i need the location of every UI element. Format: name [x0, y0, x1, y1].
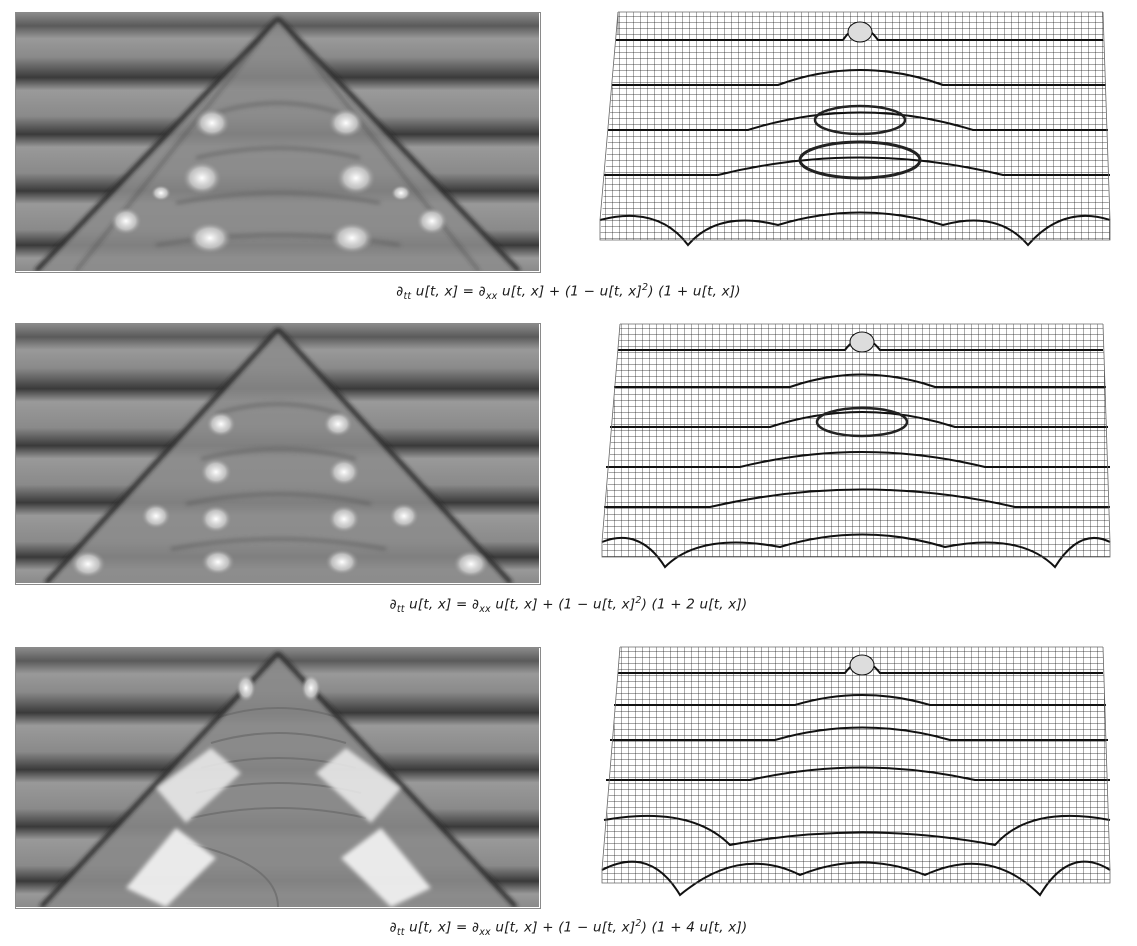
lhs-term: u[t, x] = [404, 919, 473, 936]
surface-plot-1 [599, 11, 1111, 247]
superscript-2: 2 [641, 282, 649, 293]
subscript-tt: tt [396, 927, 405, 939]
partial-symbol: ∂ [389, 919, 397, 936]
rhs-tail: ) (1 + u[t, x]) [648, 283, 741, 300]
equation-caption-2: ∂tt u[t, x] = ∂xx u[t, x] + (1 − u[t, x]… [0, 595, 1137, 615]
density-plot-1 [15, 12, 541, 273]
subscript-tt: tt [403, 291, 412, 303]
density-plot-2 [15, 323, 541, 585]
mesh-surface-image [601, 646, 1111, 897]
superscript-2: 2 [635, 595, 642, 606]
equation-caption-1: ∂tt u[t, x] = ∂xx u[t, x] + (1 − u[t, x]… [0, 282, 1137, 302]
mesh-surface-image [599, 11, 1111, 247]
surface-plot-3 [601, 646, 1111, 897]
mesh-surface-image [601, 323, 1111, 569]
partial-symbol: ∂ [478, 283, 486, 300]
lhs-term: u[t, x] = [404, 596, 473, 613]
subscript-xx: xx [485, 291, 498, 303]
density-plot-image [16, 648, 539, 907]
rhs-term: u[t, x] + (1 − u[t, x] [490, 919, 636, 936]
surface-plot-2 [601, 323, 1111, 569]
density-plot-image [16, 324, 539, 583]
density-plot-image [16, 13, 539, 271]
lhs-term: u[t, x] = [411, 283, 479, 300]
rhs-tail: ) (1 + 4 u[t, x]) [641, 919, 748, 936]
partial-symbol: ∂ [389, 596, 397, 613]
subscript-tt: tt [396, 604, 405, 616]
subscript-xx: xx [479, 927, 491, 939]
density-plot-3 [15, 647, 541, 909]
rhs-term: u[t, x] + (1 − u[t, x] [490, 596, 636, 613]
equation-caption-3: ∂tt u[t, x] = ∂xx u[t, x] + (1 − u[t, x]… [0, 918, 1137, 938]
rhs-term: u[t, x] + (1 − u[t, x] [497, 283, 642, 300]
rhs-tail: ) (1 + 2 u[t, x]) [641, 596, 748, 613]
superscript-2: 2 [635, 918, 642, 929]
partial-symbol: ∂ [472, 919, 480, 936]
partial-symbol: ∂ [396, 283, 404, 300]
subscript-xx: xx [479, 604, 491, 616]
partial-symbol: ∂ [472, 596, 480, 613]
